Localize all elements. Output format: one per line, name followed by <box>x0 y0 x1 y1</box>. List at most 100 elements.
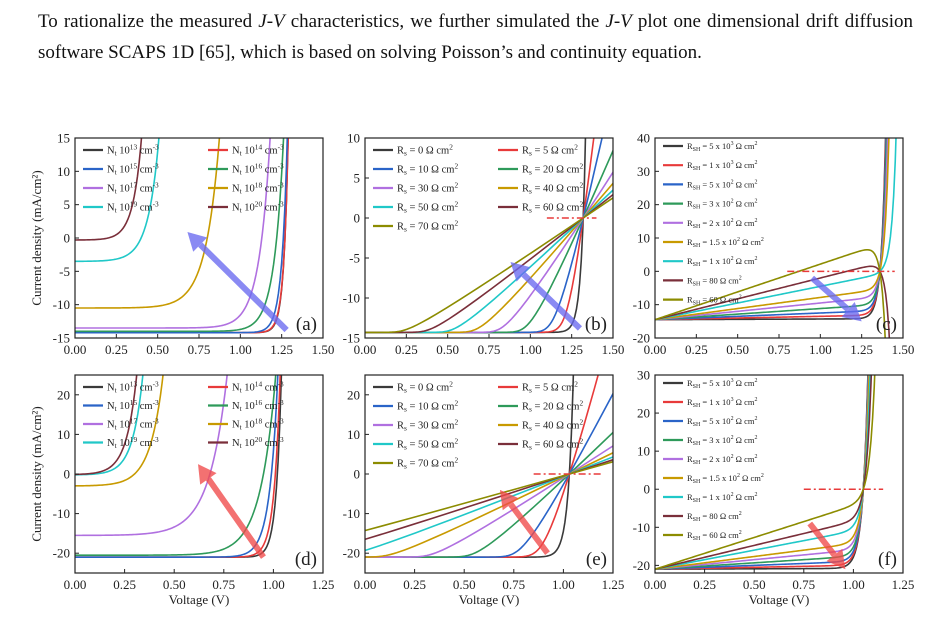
x-tick-label: 1.00 <box>842 577 865 592</box>
series-line-orange <box>655 375 870 570</box>
svg-text:Nt 1013 cm-3: Nt 1013 cm-3 <box>107 380 159 395</box>
series-line-olive <box>655 249 886 338</box>
svg-text:RSH = 1 x 102 Ω cm2: RSH = 1 x 102 Ω cm2 <box>687 256 757 268</box>
y-tick-label: 0 <box>354 467 361 482</box>
legend-item: RSH = 5 x 103 Ω cm2 <box>663 378 757 390</box>
x-tick-label: 1.50 <box>602 342 625 357</box>
legend-item: Nt 1013 cm-3 <box>83 380 159 395</box>
svg-text:Nt 1019 cm-3: Nt 1019 cm-3 <box>107 200 159 215</box>
svg-text:Nt 1016 cm-3: Nt 1016 cm-3 <box>232 398 284 413</box>
legend-item: RSH = 3 x 102 Ω cm2 <box>663 199 757 211</box>
svg-text:RSH = 80 Ω cm2: RSH = 80 Ω cm2 <box>687 511 742 523</box>
y-tick-label: 10 <box>347 131 360 146</box>
svg-text:Rs = 70 Ω cm2: Rs = 70 Ω cm2 <box>397 219 458 234</box>
series-line-brown <box>365 193 613 334</box>
legend-item: Nt 1016 cm-3 <box>208 162 284 177</box>
series-line-cyan <box>655 138 897 321</box>
x-tick-label: 1.00 <box>552 577 575 592</box>
svg-text:RSH = 3 x 102 Ω cm2: RSH = 3 x 102 Ω cm2 <box>687 199 757 211</box>
x-tick-label: 0.50 <box>453 577 476 592</box>
y-tick-label: 0 <box>644 482 651 497</box>
legend-item: Rs = 50 Ω cm2 <box>373 437 458 452</box>
y-tick-label: -10 <box>633 297 650 312</box>
svg-text:Nt 1015 cm-3: Nt 1015 cm-3 <box>107 162 159 177</box>
svg-text:RSH = 1 x 103 Ω cm2: RSH = 1 x 103 Ω cm2 <box>687 397 757 409</box>
jv-term-1: J-V <box>258 11 285 32</box>
x-tick-label: 0.50 <box>163 577 186 592</box>
series-line-cyan <box>655 375 871 570</box>
chart-panel-c: 0.00 0.25 0.50 0.75 1.00 1.25 1.50 -20 -10 0 10 20 3… <box>633 131 915 358</box>
svg-text:RSH = 60 Ω cm2: RSH = 60 Ω cm2 <box>687 530 742 542</box>
legend-item: Rs = 5 Ω cm2 <box>498 380 578 395</box>
legend-item: Nt 1015 cm-3 <box>83 398 159 413</box>
y-tick-label: 10 <box>637 444 650 459</box>
legend: Nt 1013 cm-3 Nt 1014 cm-3 Nt 1015 cm-3 Nt 1… <box>83 143 284 215</box>
x-tick-label: 0.75 <box>502 577 525 592</box>
y-tick-label: 20 <box>57 387 70 402</box>
legend-item: Rs = 20 Ω cm2 <box>498 399 583 414</box>
x-tick-label: 0.00 <box>64 577 87 592</box>
svg-text:RSH = 80 Ω cm2: RSH = 80 Ω cm2 <box>687 275 742 287</box>
panel-label: (b) <box>585 314 607 335</box>
legend-item: Nt 1014 cm-3 <box>208 380 284 395</box>
legend-item: RSH = 1.5 x 102 Ω cm2 <box>663 237 764 249</box>
series-group <box>75 375 283 559</box>
svg-text:Rs = 5 Ω cm2: Rs = 5 Ω cm2 <box>522 380 578 395</box>
legend-item: RSH = 5 x 102 Ω cm2 <box>663 179 757 191</box>
series-line-cyan <box>365 189 613 334</box>
svg-text:Rs = 5 Ω cm2: Rs = 5 Ω cm2 <box>522 143 578 158</box>
paragraph-text-3: plot one dimensional drift diffusion sof… <box>38 11 914 63</box>
legend-item: Nt 1019 cm-3 <box>83 200 159 215</box>
paragraph-text-1: To rationalize the measured <box>38 11 259 32</box>
series-line-red <box>655 375 869 570</box>
legend-item: RSH = 3 x 102 Ω cm2 <box>663 435 757 447</box>
svg-text:RSH = 60 Ω cm2: RSH = 60 Ω cm2 <box>687 295 742 307</box>
svg-text:Nt 1020 cm-3: Nt 1020 cm-3 <box>232 435 284 450</box>
series-line-olive <box>655 375 876 570</box>
legend-item: Nt 1017 cm-3 <box>83 417 159 432</box>
y-tick-label: 20 <box>347 387 360 402</box>
x-tick-label: 0.25 <box>113 577 136 592</box>
series-line-cyan <box>75 375 144 476</box>
trend-arrow <box>807 521 846 570</box>
svg-text:Rs = 50 Ω cm2: Rs = 50 Ω cm2 <box>397 200 458 215</box>
x-tick-label: 0.50 <box>726 342 749 357</box>
y-tick-label: -10 <box>343 506 360 521</box>
x-axis-label: Voltage (V) <box>749 592 810 607</box>
legend-item: Rs = 40 Ω cm2 <box>498 418 583 433</box>
series-line-orange <box>75 138 221 309</box>
legend: Rs = 0 Ω cm2 Rs = 5 Ω cm2 Rs = 10 Ω cm2 Rs … <box>373 380 583 471</box>
svg-text:Rs = 40 Ω cm2: Rs = 40 Ω cm2 <box>522 181 583 196</box>
legend-item: RSH = 60 Ω cm2 <box>663 295 742 307</box>
svg-text:Rs = 50 Ω cm2: Rs = 50 Ω cm2 <box>397 437 458 452</box>
y-tick-label: 10 <box>57 427 70 442</box>
x-tick-label: 0.50 <box>146 342 169 357</box>
x-tick-label: 1.50 <box>892 342 915 357</box>
y-tick-label: -5 <box>349 251 360 266</box>
svg-text:RSH = 5 x 102 Ω cm2: RSH = 5 x 102 Ω cm2 <box>687 416 757 428</box>
legend-item: Rs = 30 Ω cm2 <box>373 418 458 433</box>
x-tick-label: 1.00 <box>809 342 832 357</box>
x-tick-label: 0.00 <box>644 577 667 592</box>
x-tick-label: 1.25 <box>602 577 625 592</box>
y-tick-label: -20 <box>53 546 70 561</box>
series-line-brown <box>655 375 873 570</box>
svg-text:Nt 1016 cm-3: Nt 1016 cm-3 <box>232 162 284 177</box>
series-line-orange <box>655 138 890 321</box>
trend-arrow <box>510 262 583 331</box>
chart-panel-d: 0.00 0.25 0.50 0.75 1.00 1.25 -20 -10 0 10 20 Curre… <box>29 374 334 607</box>
panel-label: (f) <box>878 549 897 570</box>
y-axis-label: Current density (mA/cm²) <box>29 170 44 305</box>
y-tick-label: -20 <box>633 558 650 573</box>
panel-label: (d) <box>295 549 317 570</box>
x-tick-label: 1.25 <box>270 342 293 357</box>
chart-panel-a: 0.00 0.25 0.50 0.75 1.00 1.25 1.50 -15 -10 -5 0 5 10… <box>29 131 334 358</box>
svg-text:Rs = 30 Ω cm2: Rs = 30 Ω cm2 <box>397 181 458 196</box>
x-tick-label: 0.25 <box>395 342 418 357</box>
y-tick-label: 15 <box>57 131 70 146</box>
panel-label: (e) <box>586 549 607 570</box>
series-line-blue <box>75 375 279 558</box>
series-line-purple <box>75 375 228 537</box>
x-tick-label: 0.75 <box>188 342 211 357</box>
series-line-brown <box>75 375 138 476</box>
